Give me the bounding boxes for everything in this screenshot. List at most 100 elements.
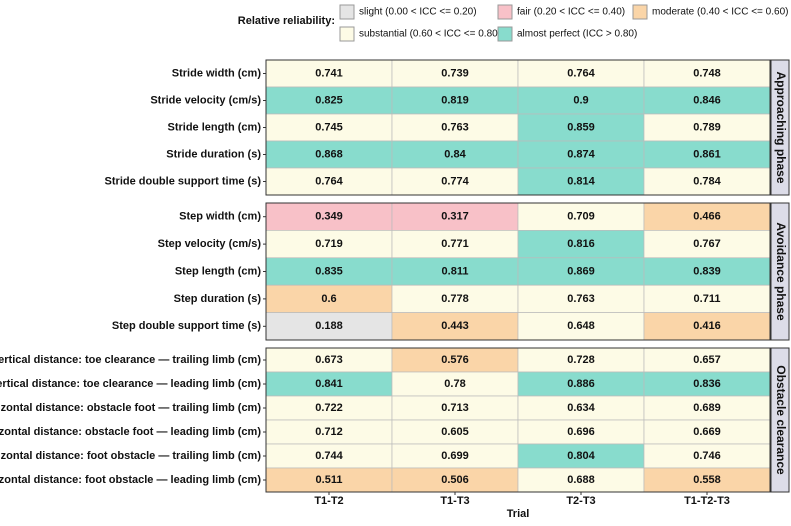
legend-swatch bbox=[339, 4, 355, 20]
cell-value: 0.846 bbox=[693, 94, 721, 106]
cell-value: 0.699 bbox=[441, 450, 469, 462]
cell bbox=[517, 312, 645, 341]
cell bbox=[517, 443, 645, 469]
strip-label: Avoidance phase bbox=[774, 222, 788, 321]
cell bbox=[643, 113, 771, 142]
cell-value: 0.741 bbox=[315, 67, 343, 79]
cell bbox=[643, 257, 771, 286]
strip bbox=[770, 202, 790, 341]
legend-label: slight (0.00 < ICC <= 0.20) bbox=[359, 7, 477, 18]
cell bbox=[265, 167, 393, 196]
cell-value: 0.712 bbox=[315, 426, 343, 438]
cell-value: 0.443 bbox=[441, 320, 469, 332]
cell-value: 0.745 bbox=[315, 121, 343, 133]
strip bbox=[770, 59, 790, 196]
cell-value: 0.839 bbox=[693, 265, 721, 277]
cell-value: 0.868 bbox=[315, 148, 343, 160]
row-label: Step duration (s) bbox=[174, 293, 262, 305]
cell-value: 0.689 bbox=[693, 402, 721, 414]
cell-value: 0.778 bbox=[441, 293, 469, 305]
legend-swatch bbox=[497, 26, 513, 42]
cell-value: 0.673 bbox=[315, 354, 343, 366]
cell bbox=[643, 347, 771, 373]
cell-value: 0.188 bbox=[315, 320, 343, 332]
cell-value: 0.84 bbox=[444, 148, 466, 160]
row-label: Horizontal distance: foot obstacle — lea… bbox=[0, 474, 261, 486]
cell-value: 0.9 bbox=[573, 94, 588, 106]
cell-value: 0.784 bbox=[693, 175, 721, 187]
cell-value: 0.739 bbox=[441, 67, 469, 79]
row-label: Vertical distance: toe clearance — leadi… bbox=[0, 378, 261, 390]
panel-border bbox=[265, 59, 771, 196]
legend-swatch bbox=[339, 26, 355, 42]
cell bbox=[643, 167, 771, 196]
row-label: Vertical distance: toe clearance — trail… bbox=[0, 354, 261, 366]
row-label: Step width (cm) bbox=[179, 211, 261, 223]
cell-value: 0.605 bbox=[441, 426, 469, 438]
cell-value: 0.789 bbox=[693, 121, 721, 133]
cell bbox=[391, 202, 519, 231]
cell-value: 0.728 bbox=[567, 354, 595, 366]
legend-label: almost perfect (ICC > 0.80) bbox=[517, 29, 637, 40]
cell bbox=[391, 395, 519, 421]
cell-value: 0.764 bbox=[567, 67, 595, 79]
legend-label: substantial (0.60 < ICC <= 0.80) bbox=[359, 29, 501, 40]
cell bbox=[391, 59, 519, 88]
x-tick-label: T2-T3 bbox=[566, 495, 595, 507]
cell bbox=[517, 284, 645, 313]
row-label: Horizontal distance: obstacle foot — tra… bbox=[0, 402, 261, 414]
cell-value: 0.819 bbox=[441, 94, 469, 106]
row-label: Stride velocity (cm/s) bbox=[150, 94, 261, 106]
cell bbox=[517, 230, 645, 259]
cell-value: 0.744 bbox=[315, 450, 343, 462]
cell-value: 0.722 bbox=[315, 402, 343, 414]
row-label: Horizontal distance: obstacle foot — lea… bbox=[0, 426, 261, 438]
row-label: Stride double support time (s) bbox=[105, 175, 262, 187]
cell-value: 0.816 bbox=[567, 238, 595, 250]
cell-value: 0.763 bbox=[567, 293, 595, 305]
row-label: Step velocity (cm/s) bbox=[158, 238, 262, 250]
cell-value: 0.886 bbox=[567, 378, 595, 390]
x-tick-label: T1-T2 bbox=[314, 495, 343, 507]
cell-value: 0.719 bbox=[315, 238, 343, 250]
legend-label: fair (0.20 < ICC <= 0.40) bbox=[517, 7, 625, 18]
cell-value: 0.771 bbox=[441, 238, 469, 250]
cell bbox=[517, 419, 645, 445]
panel-border bbox=[265, 202, 771, 341]
cell-value: 0.835 bbox=[315, 265, 343, 277]
cell-value: 0.836 bbox=[693, 378, 721, 390]
legend-label: moderate (0.40 < ICC <= 0.60) bbox=[652, 7, 788, 18]
cell-value: 0.466 bbox=[693, 211, 721, 223]
cell-value: 0.634 bbox=[567, 402, 595, 414]
cell bbox=[391, 167, 519, 196]
cell bbox=[517, 395, 645, 421]
cell bbox=[517, 257, 645, 286]
cell bbox=[391, 312, 519, 341]
cell-value: 0.859 bbox=[567, 121, 595, 133]
row-label: Stride width (cm) bbox=[172, 67, 262, 79]
cell-value: 0.764 bbox=[315, 175, 343, 187]
cell-value: 0.825 bbox=[315, 94, 343, 106]
cell bbox=[391, 140, 519, 169]
cell-value: 0.874 bbox=[567, 148, 595, 160]
cell-value: 0.748 bbox=[693, 67, 721, 79]
cell-value: 0.814 bbox=[567, 175, 595, 187]
strip bbox=[770, 347, 790, 493]
cell-value: 0.648 bbox=[567, 320, 595, 332]
row-label: Step length (cm) bbox=[175, 265, 262, 277]
cell-value: 0.804 bbox=[567, 450, 595, 462]
cell-value: 0.869 bbox=[567, 265, 595, 277]
cell-value: 0.6 bbox=[321, 293, 336, 305]
cell bbox=[643, 443, 771, 469]
row-label: Stride duration (s) bbox=[166, 148, 261, 160]
legend-title: Relative reliability: bbox=[238, 15, 335, 27]
x-axis-title: Trial bbox=[507, 508, 530, 520]
cell-value: 0.841 bbox=[315, 378, 343, 390]
cell-value: 0.506 bbox=[441, 474, 469, 486]
cell-value: 0.746 bbox=[693, 450, 721, 462]
legend-swatch bbox=[497, 4, 513, 20]
cell bbox=[391, 113, 519, 142]
cell bbox=[391, 443, 519, 469]
cell bbox=[265, 284, 393, 313]
cell-value: 0.78 bbox=[444, 378, 465, 390]
